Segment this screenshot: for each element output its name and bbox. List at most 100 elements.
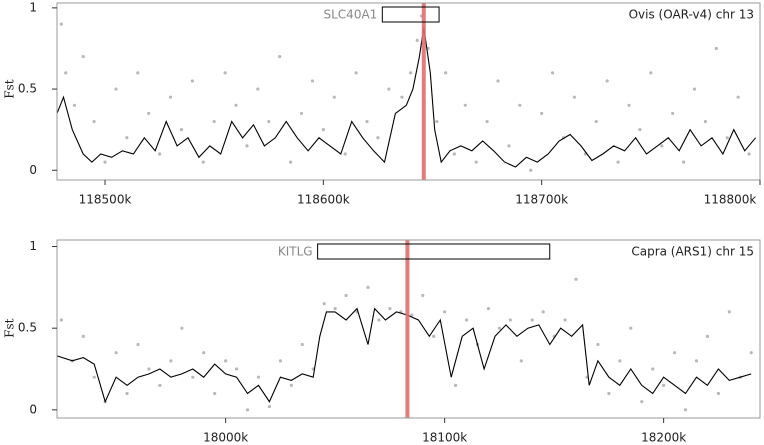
- data-point: [550, 71, 555, 75]
- data-point: [452, 152, 456, 156]
- data-point: [168, 95, 173, 99]
- data-point: [671, 111, 675, 116]
- data-point: [530, 318, 534, 322]
- data-point: [179, 128, 184, 132]
- data-point: [443, 310, 447, 314]
- data-point: [627, 103, 631, 107]
- panel-title: Ovis (OAR-v4) chr 13: [629, 8, 754, 22]
- y-tick-label: 1: [29, 239, 37, 253]
- data-point: [147, 367, 151, 371]
- y-tick-label: 0: [29, 163, 37, 177]
- data-point: [267, 119, 271, 124]
- data-point: [213, 391, 217, 396]
- data-point: [703, 119, 708, 124]
- x-tick-label: 118600k: [297, 193, 350, 207]
- plot-frame: [56, 239, 761, 419]
- data-point: [662, 383, 666, 387]
- data-point: [497, 326, 501, 330]
- data-point: [435, 119, 439, 124]
- data-point: [736, 95, 740, 99]
- data-point: [714, 46, 718, 51]
- data-point: [125, 391, 129, 396]
- data-point: [158, 383, 162, 387]
- data-point: [125, 136, 129, 140]
- data-point: [415, 38, 419, 42]
- data-point: [660, 144, 664, 148]
- y-tick-label: 1: [29, 0, 37, 14]
- data-point: [300, 342, 304, 347]
- data-point: [485, 119, 489, 124]
- data-point: [464, 318, 469, 322]
- data-point: [649, 71, 653, 75]
- data-point: [310, 79, 315, 83]
- data-point: [672, 351, 677, 355]
- plot-frame: [56, 2, 761, 181]
- data-point: [332, 95, 336, 99]
- data-point: [540, 111, 544, 116]
- data-point: [496, 79, 500, 83]
- data-point: [289, 160, 293, 164]
- gene-label: KITLG: [278, 245, 313, 259]
- data-point: [201, 160, 205, 164]
- data-point: [344, 293, 348, 298]
- data-point: [289, 383, 293, 387]
- data-point: [725, 136, 729, 140]
- data-point: [245, 408, 250, 412]
- data-point: [103, 160, 107, 164]
- data-point: [212, 119, 216, 124]
- data-point: [508, 318, 512, 322]
- data-point: [486, 306, 491, 311]
- data-point: [333, 306, 337, 311]
- x-tick-label: 18000k: [203, 431, 248, 445]
- data-point: [377, 318, 381, 322]
- data-point: [158, 152, 162, 156]
- data-point: [410, 313, 414, 317]
- data-point: [365, 119, 369, 124]
- data-point: [518, 103, 522, 107]
- x-tick-label: 18200k: [641, 431, 686, 445]
- gene-box: [381, 6, 440, 23]
- data-point: [343, 152, 347, 156]
- data-point: [749, 351, 753, 355]
- data-point: [376, 136, 380, 140]
- y-tick-label: 0: [29, 402, 37, 416]
- data-point: [234, 103, 238, 107]
- data-point: [541, 310, 545, 314]
- data-point: [453, 383, 458, 387]
- y-tick-label: 0.5: [18, 321, 37, 335]
- data-point: [92, 375, 96, 379]
- data-point: [59, 22, 63, 26]
- data-point: [387, 87, 391, 91]
- fst-line: [56, 27, 757, 168]
- data-point: [180, 326, 184, 330]
- data-point: [463, 103, 467, 107]
- fst-line: [56, 307, 752, 404]
- data-point: [444, 71, 448, 75]
- data-point: [618, 359, 622, 363]
- data-point: [563, 318, 567, 322]
- data-point: [507, 144, 511, 148]
- data-point: [716, 391, 720, 396]
- data-point: [692, 87, 697, 91]
- data-point: [638, 128, 642, 132]
- data-point: [747, 152, 751, 156]
- data-point: [409, 71, 413, 75]
- data-point: [607, 391, 611, 396]
- data-point: [234, 367, 239, 371]
- data-point: [594, 119, 598, 124]
- gene-box: [317, 243, 551, 260]
- data-point: [223, 71, 227, 75]
- data-point: [474, 160, 478, 164]
- data-point: [224, 359, 228, 363]
- data-point: [629, 326, 633, 330]
- data-point: [169, 359, 173, 363]
- data-point: [81, 334, 85, 338]
- data-point: [683, 408, 688, 412]
- data-point: [256, 87, 260, 91]
- data-point: [432, 334, 436, 338]
- data-point: [72, 103, 77, 107]
- data-point: [64, 71, 68, 75]
- data-point: [278, 359, 282, 363]
- gene-label: SLC40A1: [324, 8, 378, 22]
- data-point: [147, 111, 151, 116]
